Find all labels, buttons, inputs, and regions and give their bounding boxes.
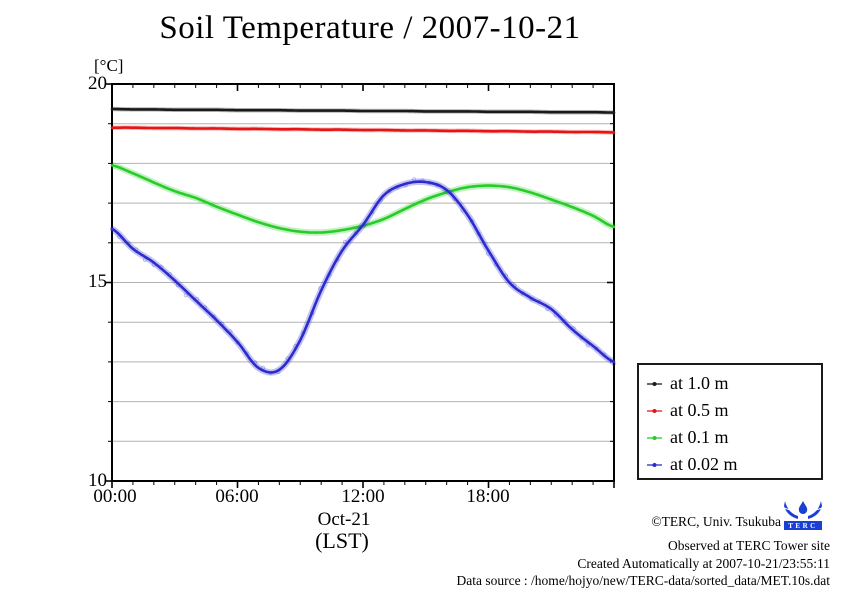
x-tick-label-1200: 12:00 <box>341 486 385 507</box>
y-axis-unit-label: [°C] <box>94 56 124 75</box>
legend-item: at 1.0 m <box>646 370 821 397</box>
legend-item-label: at 1.0 m <box>670 373 729 393</box>
legend-marker-icon <box>647 435 662 440</box>
legend-item-label: at 0.02 m <box>670 454 738 474</box>
legend-item: at 0.5 m <box>646 397 821 424</box>
legend-box: at 1.0 m at 0.5 m at 0.1 m at 0.02 m <box>637 363 823 480</box>
legend-item-label: at 0.1 m <box>670 427 729 447</box>
legend-item-label: at 0.5 m <box>670 400 729 420</box>
legend-marker-icon <box>647 381 662 386</box>
x-tick-label-1800: 18:00 <box>466 486 510 507</box>
x-tick-label-0600: 06:00 <box>215 486 259 507</box>
terc-logo: TERC <box>784 501 822 530</box>
terc-logo-text: TERC <box>788 522 817 530</box>
x-axis-timezone-label: (LST) <box>315 528 369 553</box>
legend-marker-icon <box>647 462 662 467</box>
created-timestamp-text: Created Automatically at 2007-10-21/23:5… <box>577 556 830 571</box>
x-tick-label-0000: 00:00 <box>93 486 137 507</box>
data-source-text: Data source : /home/hojyo/new/TERC-data/… <box>456 573 830 588</box>
x-axis-date-label: Oct-21 <box>317 509 371 530</box>
legend-item: at 0.02 m <box>646 451 821 478</box>
legend-marker-icon <box>647 408 662 413</box>
chart-title: Soil Temperature / 2007-10-21 <box>159 10 581 46</box>
legend-item: at 0.1 m <box>646 424 821 451</box>
y-tick-label-10: 10 <box>88 470 107 491</box>
copyright-text: ©TERC, Univ. Tsukuba <box>651 514 781 529</box>
y-tick-label-20: 20 <box>88 73 107 94</box>
y-tick-label-15: 15 <box>88 271 107 292</box>
observed-site-text: Observed at TERC Tower site <box>667 538 830 553</box>
